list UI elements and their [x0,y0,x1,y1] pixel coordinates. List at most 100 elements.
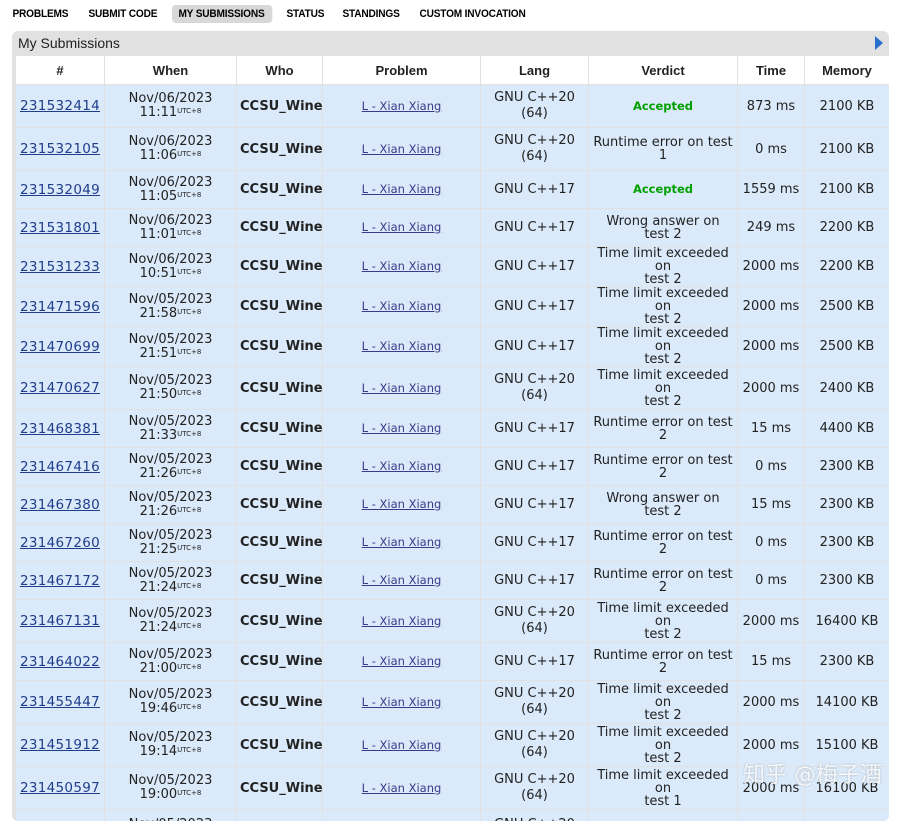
who-cell[interactable]: CCSU_Wine [237,562,323,599]
who-cell[interactable] [237,810,322,821]
problem-link[interactable]: L - Xian Xiang [361,98,442,113]
memory-cell: 2500 KB [805,327,889,366]
problem-link[interactable]: L - Xian Xiang [361,497,442,511]
who-cell[interactable]: CCSU_Wine [237,367,323,409]
submission-id-cell: 231451912 [16,724,104,766]
who-cell[interactable]: CCSU_Wine [237,247,323,286]
submission-id-link[interactable]: 231468381 [19,420,100,437]
problem-link[interactable]: L - Xian Xiang [361,737,442,752]
verdict-cell[interactable]: Time limit exceeded on test 2 [589,367,737,409]
submission-id-cell: 231531801 [16,209,104,246]
verdict-cell[interactable]: Accepted [589,171,737,208]
verdict-cell[interactable] [589,810,737,821]
who-cell[interactable]: CCSU_Wine [237,643,323,680]
who-cell[interactable]: CCSU_Wine [237,681,323,723]
submission-id-link[interactable]: 231470627 [19,380,100,396]
submission-date: Nov/05/2023 [128,730,213,745]
submission-id-link[interactable]: 231471596 [19,298,100,315]
verdict-cell[interactable]: Runtime error on test 1 [589,128,737,170]
nav-custom-invocation[interactable]: CUSTOM INVOCATION [419,8,527,20]
submission-id-link[interactable]: 231450597 [19,780,100,796]
submission-id-link[interactable]: 231531801 [19,219,100,236]
problem-link[interactable]: L - Xian Xiang [361,421,442,435]
submission-id-link[interactable]: 231470699 [19,338,100,355]
submission-id-cell: 231464022 [16,643,104,680]
problem-link[interactable]: L - Xian Xiang [361,339,442,353]
submission-id-link[interactable]: 231532414 [19,98,100,114]
submission-id-link[interactable]: 231467172 [19,572,100,589]
verdict-cell[interactable]: Time limit exceeded on test 2 [589,724,737,766]
time-cell: 2000 ms [738,287,804,326]
verdict-cell[interactable]: Wrong answer on test 2 [589,486,737,523]
problem-link[interactable]: L - Xian Xiang [361,182,442,196]
who-cell[interactable]: CCSU_Wine [237,767,323,809]
submission-id-link[interactable]: 231532049 [19,181,100,198]
verdict-cell[interactable]: Time limit exceeded on test 2 [589,600,737,642]
problem-link[interactable]: L - Xian Xiang [361,535,442,549]
language-line: GNU C++20 [494,605,575,620]
submission-id-link[interactable]: 231467380 [19,496,100,513]
nav-problems[interactable]: PROBLEMS [12,8,69,20]
who-cell[interactable]: CCSU_Wine [237,486,323,523]
problem-link[interactable]: L - Xian Xiang [361,259,442,273]
who-cell[interactable]: CCSU_Wine [237,287,323,326]
verdict-cell[interactable]: Runtime error on test 2 [589,562,737,599]
verdict-line: test 2 [644,352,682,367]
problem-link[interactable]: L - Xian Xiang [361,141,442,156]
column-header-id: # [16,56,104,84]
when-cell: Nov/05/2023 21:33UTC+8 [105,410,236,447]
problem-cell: L - Xian Xiang [323,367,480,409]
nav-my-submissions[interactable]: MY SUBMISSIONS [171,5,272,23]
verdict-line: Runtime error on test 2 [593,414,733,443]
who-cell[interactable]: CCSU_Wine [237,85,323,127]
verdict-cell[interactable]: Wrong answer on test 2 [589,209,737,246]
who-cell[interactable]: CCSU_Wine [237,171,323,208]
submission-id-link[interactable]: 231451912 [19,737,100,753]
memory-cell: 15100 KB [805,724,889,766]
nav-submit-code[interactable]: SUBMIT CODE [88,8,158,20]
expand-arrow-icon[interactable] [875,36,883,50]
who-cell[interactable]: CCSU_Wine [237,410,323,447]
nav-standings[interactable]: STANDINGS [342,8,400,20]
submission-id-link[interactable]: 231532105 [19,141,100,157]
who-cell[interactable]: CCSU_Wine [237,128,323,170]
verdict-cell[interactable]: Runtime error on test 2 [589,410,737,447]
problem-link[interactable]: L - Xian Xiang [361,780,442,795]
problem-link[interactable]: L - Xian Xiang [361,694,442,709]
verdict-cell[interactable]: Accepted [589,85,737,127]
nav-status[interactable]: STATUS [286,8,325,20]
verdict-cell[interactable]: Runtime error on test 2 [589,643,737,680]
problem-link[interactable]: L - Xian Xiang [361,613,442,628]
problem-link[interactable]: L - Xian Xiang [361,299,442,313]
problem-link[interactable]: L - Xian Xiang [361,220,442,234]
verdict-cell[interactable]: Time limit exceeded on test 2 [589,247,737,286]
submission-id-link[interactable]: 231455447 [19,694,100,710]
verdict-cell[interactable]: Time limit exceeded on test 2 [589,681,737,723]
problem-link[interactable]: L - Xian Xiang [361,459,442,473]
problem-link[interactable]: L - Xian Xiang [361,380,442,395]
who-cell[interactable]: CCSU_Wine [237,327,323,366]
problem-link[interactable]: L - Xian Xiang [361,573,442,587]
problem-link[interactable]: L - Xian Xiang [361,654,442,668]
problem-cell: L - Xian Xiang [323,524,480,561]
submission-id-link[interactable]: 231464022 [19,653,100,670]
verdict-cell[interactable]: Runtime error on test 2 [589,524,737,561]
who-cell[interactable]: CCSU_Wine [237,448,323,485]
submission-id-link[interactable]: 231467260 [19,534,100,551]
verdict-cell[interactable]: Time limit exceeded on test 2 [589,327,737,366]
who-cell[interactable]: CCSU_Wine [237,724,323,766]
verdict-line: Runtime error on test 2 [593,452,733,481]
who-cell[interactable]: CCSU_Wine [237,524,323,561]
who-cell[interactable]: CCSU_Wine [237,600,323,642]
verdict-cell[interactable]: Runtime error on test 2 [589,448,737,485]
timezone-label: UTC+8 [177,429,202,438]
submission-id-link[interactable]: 231467416 [19,458,100,475]
submission-id-link[interactable]: 231467131 [19,613,100,629]
submission-time: 21:26UTC+8 [108,466,233,480]
language-line: GNU C++17 [494,653,575,669]
who-cell[interactable]: CCSU_Wine [237,209,323,246]
submission-id-link[interactable]: 231531233 [19,258,100,275]
verdict-cell[interactable]: Time limit exceeded on test 1 [589,767,737,809]
verdict-cell[interactable]: Time limit exceeded on test 2 [589,287,737,326]
language-cell: GNU C++20 (64) [481,367,588,409]
